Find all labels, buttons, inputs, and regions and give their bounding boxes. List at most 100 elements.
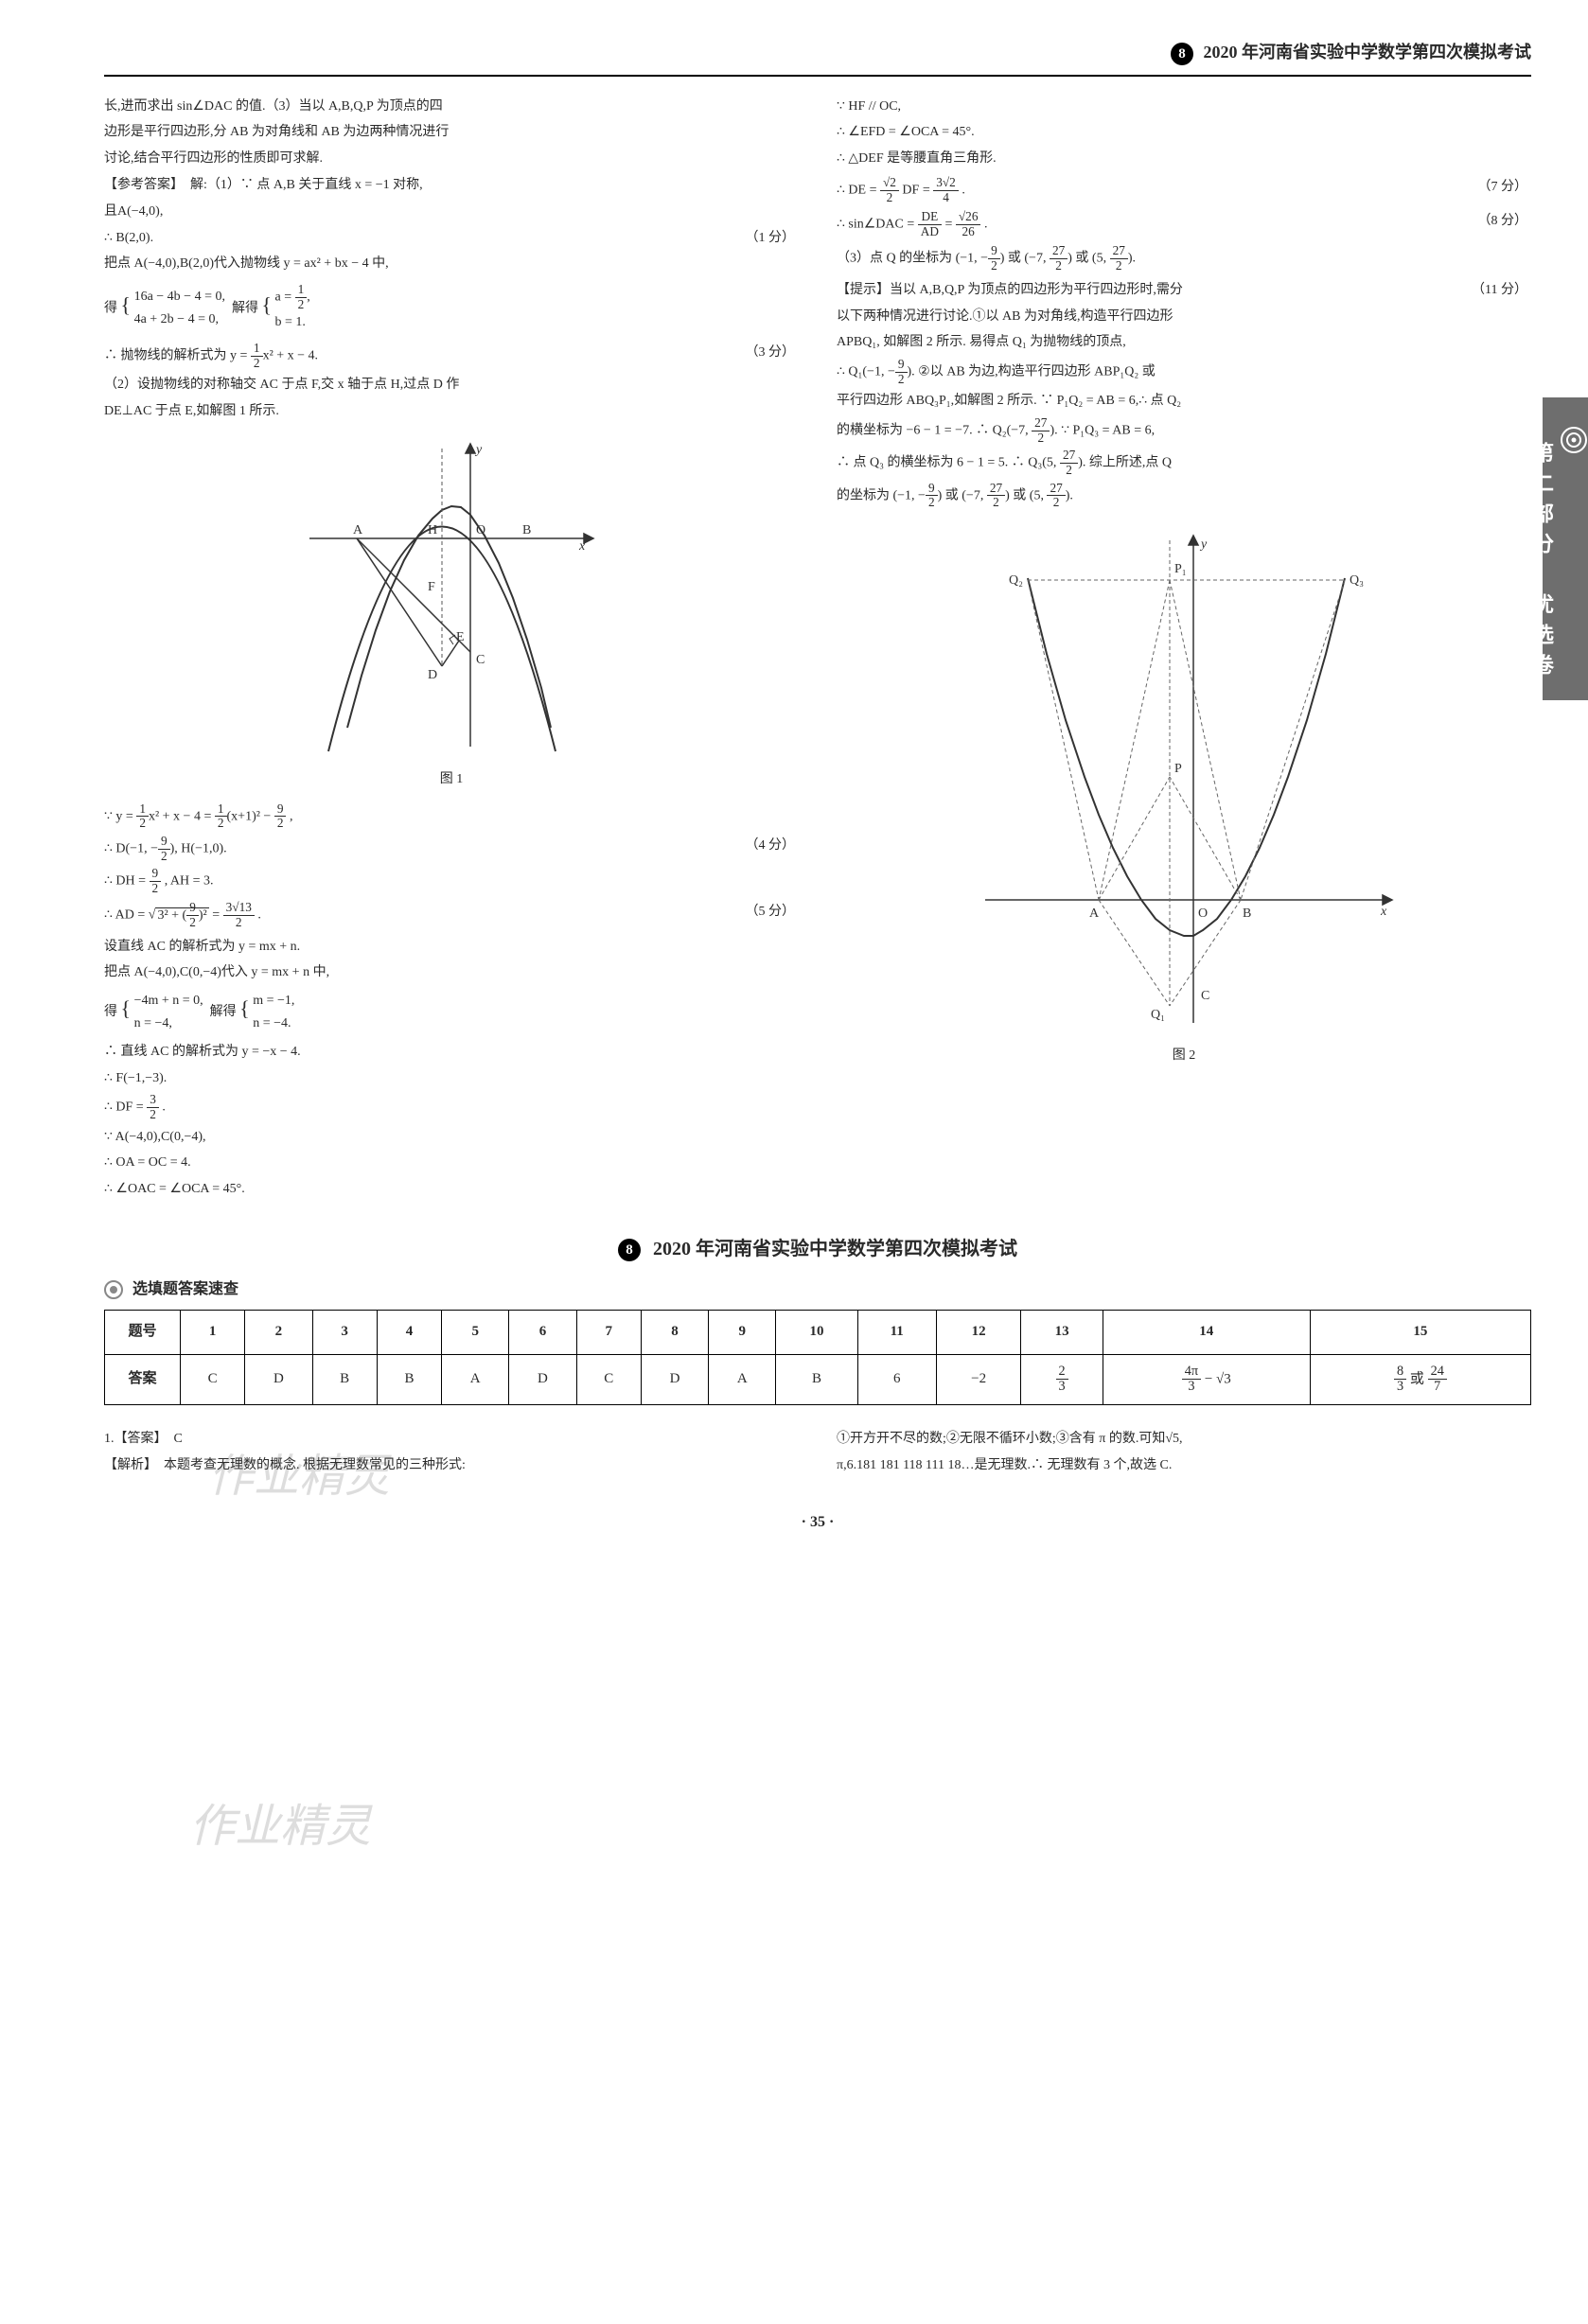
table-header: 12 — [936, 1311, 1021, 1355]
section-2-title: 8 2020 年河南省实验中学数学第四次模拟考试 — [104, 1233, 1531, 1265]
table-cell: C — [181, 1354, 245, 1404]
text-line: ∴ OA = OC = 4. — [104, 1152, 799, 1174]
svg-text:F: F — [428, 580, 435, 594]
svg-text:C: C — [1201, 989, 1209, 1003]
score-marker: （5 分） — [746, 901, 796, 924]
svg-text:Q₂: Q₂ — [1009, 573, 1023, 588]
score-marker: （11 分） — [1472, 279, 1527, 302]
text-line: 的坐标为 (−1, −92) 或 (−7, 272) 或 (5, 272). — [837, 482, 1531, 510]
text-line: π,6.181 181 118 111 18…是无理数.∴ 无理数有 3 个,故… — [837, 1454, 1531, 1477]
svg-text:Q₃: Q₃ — [1350, 573, 1364, 588]
table-header: 7 — [576, 1311, 641, 1355]
right-column: ∵ HF // OC, ∴ ∠EFD = ∠OCA = 45°. ∴ △DEF … — [837, 96, 1531, 1205]
table-cell: D — [509, 1354, 576, 1404]
text-line: 且A(−4,0), — [104, 201, 799, 223]
text-line: ①开方开不尽的数;②无限不循环小数;③含有 π 的数.可知√5, — [837, 1428, 1531, 1451]
table-row: 答案 C D B B A D C D A B 6 −2 23 4π3 − √3 … — [105, 1354, 1531, 1404]
text-line: 【参考答案】 解:（1）∵ 点 A,B 关于直线 x = −1 对称, — [104, 174, 799, 197]
text-line: APBQ₁, 如解图 2 所示. 易得点 Q₁ 为抛物线的顶点, — [837, 331, 1531, 354]
text-line: ∵ A(−4,0),C(0,−4), — [104, 1126, 799, 1149]
table-header: 1 — [181, 1311, 245, 1355]
text-line: ∴ F(−1,−3). — [104, 1067, 799, 1090]
bottom-left-column: 1.【答案】 C 【解析】 本题考查无理数的概念. 根据无理数常见的三种形式: — [104, 1428, 799, 1481]
table-cell: 答案 — [105, 1354, 181, 1404]
table-row: 题号 1 2 3 4 5 6 7 8 9 10 11 12 13 14 15 — [105, 1311, 1531, 1355]
quickcheck-heading: 选填题答案速查 — [104, 1276, 1531, 1302]
watermark: 作业精灵 — [189, 1788, 371, 1866]
sidebar-label: 第二部分 优选卷 — [1530, 442, 1554, 684]
text-line: ∵ HF // OC, — [837, 96, 1531, 118]
target-icon — [1560, 426, 1588, 454]
page-number: · 35 · — [104, 1509, 1531, 1535]
svg-text:x: x — [578, 539, 586, 554]
text-line: ∴ 点 Q₃ 的横坐标为 6 − 1 = 5. ∴ Q₃(5, 272). 综上… — [837, 449, 1531, 477]
score-marker: （1 分） — [746, 227, 796, 250]
page-header: 8 2020 年河南省实验中学数学第四次模拟考试 — [104, 38, 1531, 77]
parabola-svg-2: A B O x y C Q₁ Q₂ Q₃ P₁ — [957, 521, 1411, 1032]
section-number-badge: 8 — [618, 1239, 641, 1261]
table-header: 9 — [709, 1311, 776, 1355]
text-line: ∴ B(2,0). （1 分） — [104, 227, 799, 250]
score-marker: （3 分） — [746, 342, 796, 364]
text-line: ∴ DH = 92 , AH = 3. — [104, 867, 799, 895]
text-line: （3）点 Q 的坐标为 (−1, −92) 或 (−7, 272) 或 (5, … — [837, 244, 1531, 273]
text-line: ∴ △DEF 是等腰直角三角形. — [837, 148, 1531, 170]
table-header: 13 — [1021, 1311, 1103, 1355]
table-cell: D — [641, 1354, 708, 1404]
text-line: ∴ sin∠DAC = DEAD = √2626 . （8 分） — [837, 210, 1531, 238]
text-line: 【解析】 本题考查无理数的概念. 根据无理数常见的三种形式: — [104, 1454, 799, 1477]
text-line: 设直线 AC 的解析式为 y = mx + n. — [104, 936, 799, 959]
quickcheck-label: 选填题答案速查 — [132, 1281, 238, 1297]
score-marker: （4 分） — [746, 835, 796, 857]
text-line: 的横坐标为 −6 − 1 = −7. ∴ Q₂(−7, 272). ∵ P₁Q₃… — [837, 416, 1531, 445]
table-header: 4 — [377, 1311, 441, 1355]
table-cell: 6 — [857, 1354, 936, 1404]
text-line: 长,进而求出 sin∠DAC 的值.（3）当以 A,B,Q,P 为顶点的四 — [104, 96, 799, 118]
text-line: 以下两种情况进行讨论.①以 AB 为对角线,构造平行四边形 — [837, 306, 1531, 328]
text-line: ∴ DF = 32 . — [104, 1093, 799, 1121]
svg-text:O: O — [1198, 907, 1208, 921]
svg-text:P: P — [1174, 762, 1182, 776]
score-marker: （8 分） — [1478, 210, 1528, 233]
table-header: 8 — [641, 1311, 708, 1355]
text-line: ∴ D(−1, −92), H(−1,0). （4 分） — [104, 835, 799, 863]
svg-text:A: A — [353, 523, 363, 537]
text-line: （2）设抛物线的对称轴交 AC 于点 F,交 x 轴于点 H,过点 D 作 — [104, 374, 799, 396]
figure-2: A B O x y C Q₁ Q₂ Q₃ P₁ — [837, 521, 1531, 1067]
svg-text:P₁: P₁ — [1174, 562, 1187, 576]
sidebar-section-tab: 第二部分 优选卷 — [1543, 397, 1588, 700]
table-cell: C — [576, 1354, 641, 1404]
table-header: 5 — [442, 1311, 509, 1355]
text-line: ∴ ∠OAC = ∠OCA = 45°. — [104, 1178, 799, 1201]
table-header: 15 — [1310, 1311, 1530, 1355]
svg-text:y: y — [474, 443, 483, 457]
text-line: ∴ ∠EFD = ∠OCA = 45°. — [837, 121, 1531, 144]
parabola-svg-1: A B O H x y F E D — [291, 434, 612, 756]
score-marker: （7 分） — [1478, 176, 1528, 199]
table-cell: 83 或 247 — [1310, 1354, 1530, 1404]
text-line: 把点 A(−4,0),B(2,0)代入抛物线 y = ax² + bx − 4 … — [104, 253, 799, 275]
text-line: 边形是平行四边形,分 AB 为对角线和 AB 为边两种情况进行 — [104, 121, 799, 144]
table-header: 6 — [509, 1311, 576, 1355]
svg-text:H: H — [428, 523, 437, 537]
text-line: 讨论,结合平行四边形的性质即可求解. — [104, 148, 799, 170]
text-line: ∴ Q₁(−1, −92). ②以 AB 为边,构造平行四边形 ABP₁Q₂ 或 — [837, 358, 1531, 386]
svg-text:C: C — [476, 653, 485, 667]
svg-text:Q₁: Q₁ — [1151, 1008, 1165, 1022]
table-header: 10 — [776, 1311, 857, 1355]
figure-1-label: 图 1 — [104, 768, 799, 791]
text-line: 平行四边形 ABQ₃P₁,如解图 2 所示. ∵ P₁Q₂ = AB = 6,∴… — [837, 390, 1531, 413]
table-cell: B — [377, 1354, 441, 1404]
svg-text:B: B — [1243, 907, 1251, 921]
text-line: ∴ AD = √3² + (92)² = 3√132 . （5 分） — [104, 901, 799, 929]
text-line: 把点 A(−4,0),C(0,−4)代入 y = mx + n 中, — [104, 961, 799, 984]
text-line: 1.【答案】 C — [104, 1428, 799, 1451]
text-line: DE⊥AC 于点 E,如解图 1 所示. — [104, 400, 799, 423]
equation-system: 得 { 16a − 4b − 4 = 0, 4a + 2b − 4 = 0, 解… — [104, 283, 799, 334]
equation-system: 得 { −4m + n = 0, n = −4, 解得 { m = −1, n … — [104, 990, 799, 1035]
svg-text:B: B — [522, 523, 531, 537]
left-column: 长,进而求出 sin∠DAC 的值.（3）当以 A,B,Q,P 为顶点的四 边形… — [104, 96, 799, 1205]
table-cell: B — [776, 1354, 857, 1404]
table-header: 3 — [312, 1311, 377, 1355]
table-header: 14 — [1103, 1311, 1310, 1355]
